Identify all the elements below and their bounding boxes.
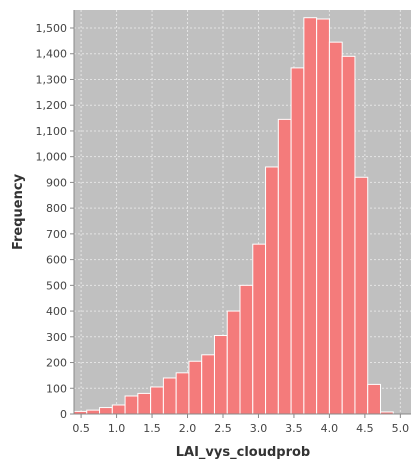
x-tick-label: 3.5 — [285, 422, 303, 435]
histogram-bar — [303, 17, 318, 415]
y-axis-title: Frequency — [11, 173, 26, 250]
bars — [73, 17, 394, 415]
histogram-bar — [341, 55, 356, 415]
y-tick-label: 800 — [46, 202, 67, 215]
x-axis-title: LAI_vys_cloudprob — [176, 445, 310, 460]
y-tick-label: 1,500 — [36, 22, 68, 35]
x-tick-label: 2.5 — [214, 422, 232, 435]
x-tick-label: 3.0 — [250, 422, 268, 435]
x-tick-label: 4.5 — [356, 422, 374, 435]
histogram-bar — [124, 395, 139, 415]
histogram-bar — [111, 404, 126, 415]
y-tick-label: 0 — [60, 408, 67, 421]
x-tick-label: 0.5 — [72, 422, 90, 435]
histogram-bar — [188, 360, 203, 415]
histogram-bar — [290, 67, 305, 415]
histogram-bar — [175, 372, 190, 415]
histogram-bar — [367, 383, 381, 415]
x-tick-label: 2.0 — [179, 422, 197, 435]
histogram-bar — [99, 407, 113, 415]
histogram-bar — [252, 243, 267, 415]
histogram-bar — [277, 118, 292, 415]
y-tick-label: 1,200 — [36, 99, 68, 112]
y-tick-label: 300 — [46, 331, 67, 344]
histogram-bar — [137, 392, 152, 415]
y-tick-label: 100 — [46, 382, 67, 395]
y-tick-label: 500 — [46, 279, 67, 292]
histogram-bar — [239, 284, 254, 415]
x-tick-label: 5.0 — [392, 422, 410, 435]
histogram-bar — [328, 41, 343, 415]
y-axis-ticks: 0 100 200 300 400 500 600 700 800 900 1,000 1,100 1,… — [36, 22, 74, 421]
x-tick-label: 1.0 — [108, 422, 126, 435]
histogram-bar — [201, 354, 215, 415]
histogram-bar — [226, 310, 241, 415]
histogram-bar — [316, 18, 330, 415]
x-axis-ticks: 0.5 1.0 1.5 2.0 2.5 3.0 3.5 4.0 4.5 5.0 — [72, 414, 409, 435]
y-tick-label: 200 — [46, 357, 67, 370]
histogram-bar — [150, 386, 164, 415]
y-tick-label: 1,000 — [36, 151, 68, 164]
histogram-bar — [162, 377, 177, 415]
y-tick-label: 900 — [46, 176, 67, 189]
y-tick-label: 1,400 — [36, 48, 68, 61]
y-tick-label: 400 — [46, 305, 67, 318]
x-tick-label: 1.5 — [143, 422, 161, 435]
y-tick-label: 1,300 — [36, 73, 68, 86]
y-tick-label: 600 — [46, 254, 67, 267]
histogram-bar — [86, 409, 101, 415]
histogram-bar — [354, 176, 369, 415]
histogram-bar — [213, 335, 228, 415]
histogram-bar — [265, 166, 279, 415]
x-tick-label: 4.0 — [321, 422, 339, 435]
y-tick-label: 1,100 — [36, 125, 68, 138]
y-tick-label: 700 — [46, 228, 67, 241]
